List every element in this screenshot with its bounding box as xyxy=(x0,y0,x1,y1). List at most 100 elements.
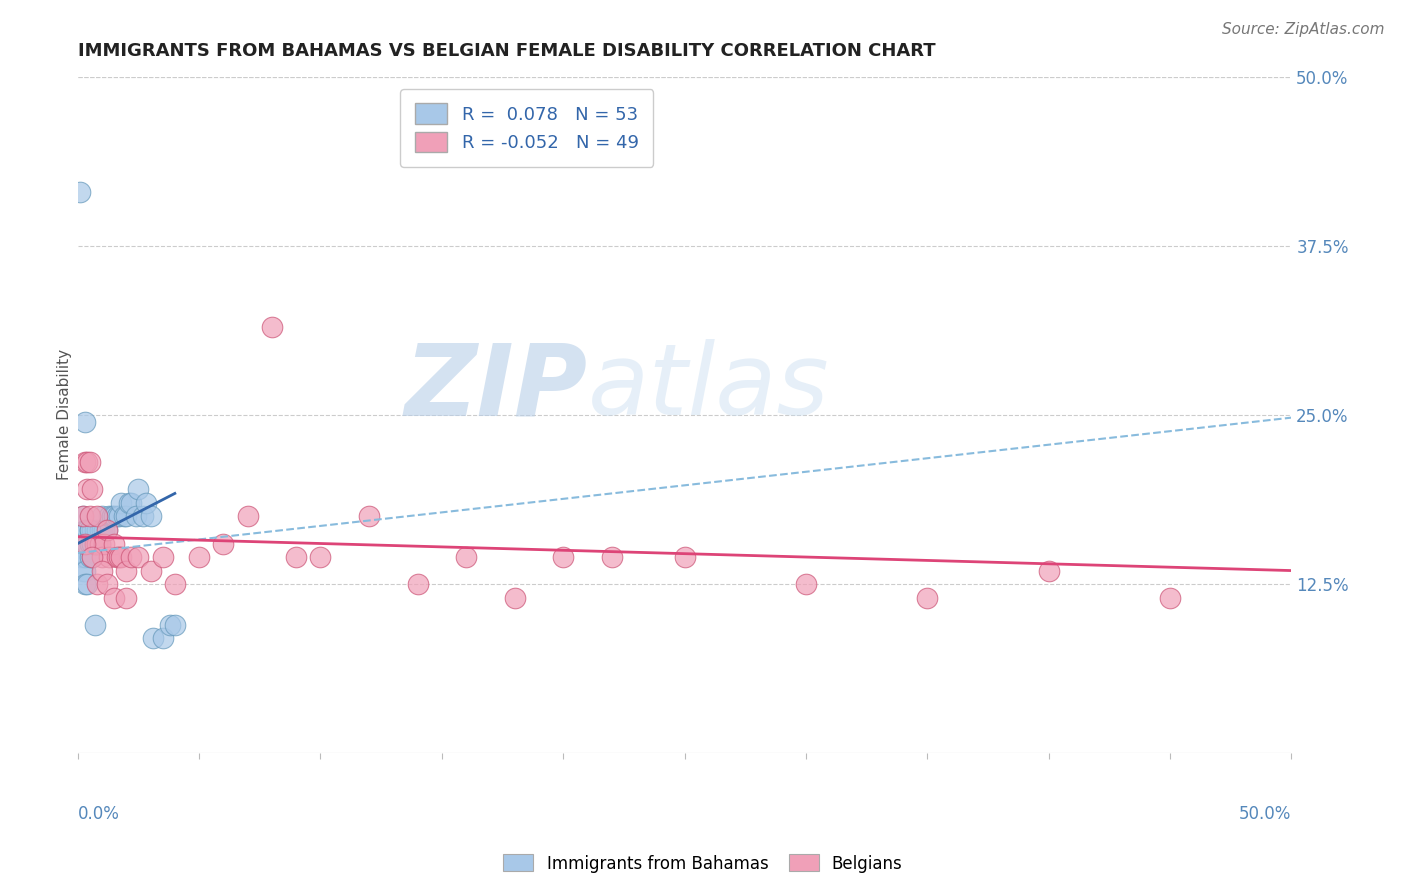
Point xyxy=(82,536,104,550)
Point xyxy=(83,523,105,537)
Point xyxy=(454,549,477,564)
Point xyxy=(108,509,131,524)
Point xyxy=(105,509,128,524)
Point xyxy=(96,523,118,537)
Point xyxy=(212,536,235,550)
Point xyxy=(139,509,162,524)
Point xyxy=(72,509,94,524)
Point xyxy=(73,455,96,469)
Point xyxy=(82,549,104,564)
Point xyxy=(98,509,121,524)
Point xyxy=(91,564,114,578)
Point xyxy=(188,549,211,564)
Point xyxy=(83,617,105,632)
Point xyxy=(120,496,142,510)
Point xyxy=(72,509,94,524)
Point xyxy=(115,564,138,578)
Point xyxy=(86,523,108,537)
Point xyxy=(915,591,938,605)
Point xyxy=(103,509,125,524)
Point xyxy=(82,483,104,497)
Point xyxy=(69,185,91,199)
Point xyxy=(152,549,174,564)
Point xyxy=(96,577,118,591)
Point xyxy=(96,523,118,537)
Point xyxy=(600,549,623,564)
Point xyxy=(159,617,181,632)
Point xyxy=(125,509,148,524)
Point xyxy=(69,536,91,550)
Point xyxy=(236,509,259,524)
Point xyxy=(673,549,696,564)
Legend: R =  0.078   N = 53, R = -0.052   N = 49: R = 0.078 N = 53, R = -0.052 N = 49 xyxy=(401,89,654,167)
Point xyxy=(89,523,111,537)
Point xyxy=(69,549,91,564)
Point xyxy=(73,536,96,550)
Point xyxy=(103,591,125,605)
Point xyxy=(91,549,114,564)
Point xyxy=(73,415,96,429)
Point xyxy=(794,577,817,591)
Point xyxy=(86,577,108,591)
Point xyxy=(79,523,101,537)
Point xyxy=(91,509,114,524)
Point xyxy=(76,523,98,537)
Point xyxy=(152,632,174,646)
Point xyxy=(285,549,308,564)
Point xyxy=(132,509,155,524)
Point xyxy=(73,564,96,578)
Point xyxy=(309,549,332,564)
Point xyxy=(142,632,165,646)
Point xyxy=(91,523,114,537)
Text: 0.0%: 0.0% xyxy=(77,805,120,822)
Point xyxy=(89,536,111,550)
Point xyxy=(73,536,96,550)
Point xyxy=(86,536,108,550)
Text: ZIP: ZIP xyxy=(405,339,588,436)
Point xyxy=(79,455,101,469)
Point xyxy=(73,577,96,591)
Point xyxy=(72,549,94,564)
Point xyxy=(72,564,94,578)
Text: IMMIGRANTS FROM BAHAMAS VS BELGIAN FEMALE DISABILITY CORRELATION CHART: IMMIGRANTS FROM BAHAMAS VS BELGIAN FEMAL… xyxy=(77,42,935,60)
Point xyxy=(76,577,98,591)
Point xyxy=(76,483,98,497)
Point xyxy=(73,523,96,537)
Point xyxy=(82,523,104,537)
Text: Source: ZipAtlas.com: Source: ZipAtlas.com xyxy=(1222,22,1385,37)
Point xyxy=(72,536,94,550)
Point xyxy=(76,455,98,469)
Point xyxy=(79,536,101,550)
Point xyxy=(163,617,186,632)
Point xyxy=(89,536,111,550)
Point xyxy=(139,564,162,578)
Point xyxy=(103,536,125,550)
Point xyxy=(83,536,105,550)
Point xyxy=(127,483,149,497)
Point xyxy=(73,549,96,564)
Point xyxy=(120,549,142,564)
Point xyxy=(406,577,429,591)
Point xyxy=(79,549,101,564)
Point xyxy=(86,509,108,524)
Point xyxy=(112,509,135,524)
Point xyxy=(86,536,108,550)
Point xyxy=(115,509,138,524)
Point xyxy=(108,549,131,564)
Point xyxy=(260,320,283,334)
Point xyxy=(76,536,98,550)
Point xyxy=(93,536,115,550)
Text: 50.0%: 50.0% xyxy=(1239,805,1291,822)
Point xyxy=(79,523,101,537)
Point xyxy=(503,591,526,605)
Point xyxy=(110,496,132,510)
Point xyxy=(127,549,149,564)
Point xyxy=(118,496,141,510)
Point xyxy=(79,509,101,524)
Y-axis label: Female Disability: Female Disability xyxy=(58,350,72,481)
Point xyxy=(1038,564,1060,578)
Point xyxy=(115,591,138,605)
Point xyxy=(93,523,115,537)
Point xyxy=(98,549,121,564)
Point xyxy=(83,536,105,550)
